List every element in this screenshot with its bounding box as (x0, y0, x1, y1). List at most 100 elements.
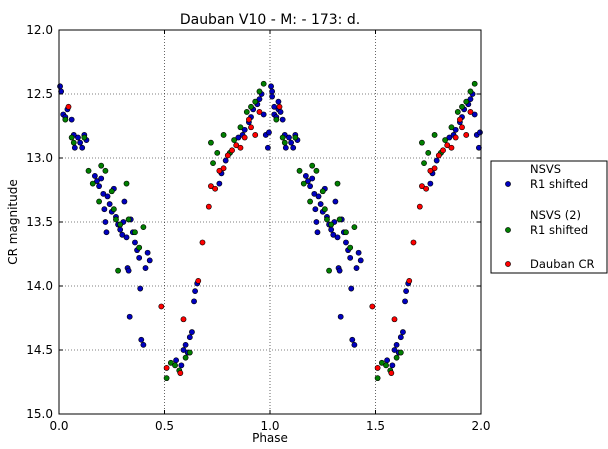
data-point (393, 354, 400, 361)
data-point (402, 298, 408, 305)
data-point (173, 357, 180, 364)
data-point (101, 206, 108, 213)
data-point (421, 160, 427, 167)
data-point (456, 116, 463, 123)
data-point (178, 362, 185, 369)
data-point (477, 129, 483, 136)
data-point (62, 116, 69, 123)
y-axis-label: CR magnitude (6, 179, 20, 264)
data-point (266, 129, 272, 136)
data-point (248, 103, 254, 110)
x-tick-label: 1.0 (260, 419, 279, 433)
data-point (264, 144, 271, 151)
y-tick-label: 13.0 (26, 151, 53, 165)
data-point (231, 137, 238, 143)
y-tick-label: 15.0 (26, 407, 53, 421)
data-point (121, 198, 128, 205)
data-point (180, 316, 187, 323)
data-point (307, 198, 313, 205)
data-point (256, 109, 263, 115)
series-1 (62, 80, 478, 382)
data-point (136, 244, 143, 251)
data-point (241, 134, 248, 141)
data-point (313, 219, 320, 225)
data-point (471, 111, 478, 118)
data-point (328, 221, 335, 228)
data-point (300, 180, 307, 187)
data-point (446, 134, 453, 141)
data-point (216, 180, 223, 187)
data-point (347, 244, 354, 251)
data-point (110, 206, 117, 213)
data-point (427, 167, 434, 174)
data-point (353, 265, 360, 271)
x-tick-label: 0.0 (49, 419, 68, 433)
data-point (81, 134, 88, 141)
data-point (410, 239, 417, 246)
y-tick-label: 12.5 (26, 87, 53, 101)
data-point (205, 203, 212, 210)
data-point (180, 347, 187, 353)
data-points (57, 80, 483, 382)
data-point (400, 329, 406, 335)
data-point (313, 167, 320, 174)
data-point (334, 234, 341, 241)
data-point (268, 83, 274, 90)
data-point (172, 362, 178, 369)
data-point (212, 185, 219, 192)
data-point (195, 277, 202, 284)
data-point (245, 116, 252, 123)
data-point (431, 165, 438, 172)
data-point (357, 257, 364, 264)
data-point (391, 316, 398, 323)
legend-marker (505, 227, 511, 233)
data-point (343, 229, 349, 236)
legend-marker (505, 181, 511, 187)
data-point (237, 124, 244, 131)
data-point (305, 178, 311, 184)
data-point (290, 144, 297, 151)
data-point (419, 139, 425, 146)
data-point (186, 349, 193, 356)
data-point (406, 277, 413, 284)
data-point (347, 254, 354, 261)
data-point (102, 167, 109, 174)
data-point (89, 180, 96, 187)
data-point (419, 183, 425, 190)
data-point (459, 103, 465, 110)
data-point (328, 226, 335, 233)
data-point (138, 336, 145, 343)
data-point (115, 267, 121, 274)
data-point (273, 116, 280, 123)
data-point (397, 349, 404, 356)
x-tick-label: 2.0 (471, 419, 490, 433)
data-point (260, 111, 267, 118)
data-point (279, 134, 286, 141)
data-point (208, 139, 214, 146)
axis-ticks: 0.0 0.5 1.0 1.5 2.0 12.0 12.5 13.0 13.5 14.0 14.5 1… (26, 23, 490, 433)
data-point (191, 298, 197, 305)
data-point (397, 334, 404, 341)
data-point (312, 206, 319, 213)
data-point (123, 180, 130, 187)
data-point (68, 116, 75, 123)
data-point (57, 83, 63, 90)
data-point (448, 124, 455, 131)
data-point (163, 365, 170, 371)
data-point (444, 142, 451, 149)
data-point (282, 144, 289, 151)
data-point (243, 109, 250, 115)
data-point (351, 341, 358, 348)
data-point (302, 173, 309, 179)
data-point (384, 357, 391, 364)
data-point (269, 88, 276, 95)
data-point (186, 334, 193, 341)
x-tick-label: 1.5 (366, 419, 385, 433)
data-point (467, 88, 474, 95)
data-point (103, 229, 110, 236)
data-point (96, 198, 102, 205)
data-point (467, 96, 474, 103)
data-point (391, 347, 398, 353)
data-point (288, 139, 294, 146)
data-point (416, 203, 423, 210)
